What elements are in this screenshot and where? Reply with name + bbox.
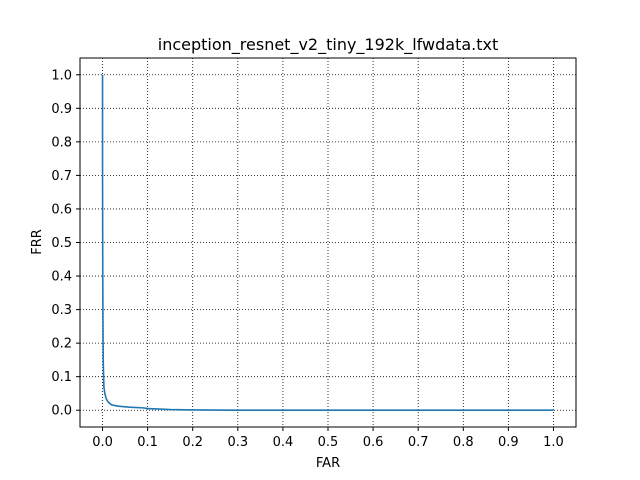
y-axis: 0.0 0.1 0.2 0.3 0.4 0.5 0.6 0.7 0.8 0.9 1.0 — [51, 68, 80, 419]
x-axis: 0.0 0.1 0.2 0.3 0.4 0.5 0.6 0.7 0.8 0.9 1.0 — [92, 427, 564, 450]
y-axis-label: FRR — [30, 229, 45, 255]
x-tick-label: 0.2 — [182, 435, 203, 450]
series-line — [101, 74, 554, 412]
x-tick-label: 0.1 — [137, 435, 158, 450]
plot-area — [101, 74, 554, 412]
y-tick-label: 0.5 — [51, 236, 72, 251]
x-tick-label: 0.8 — [453, 435, 474, 450]
x-tick-label: 0.3 — [227, 435, 248, 450]
grid-lines — [80, 58, 576, 427]
y-tick-label: 0.9 — [51, 102, 72, 117]
y-tick-label: 0.7 — [51, 169, 72, 184]
x-tick-label: 0.4 — [273, 435, 294, 450]
x-tick-label: 0.5 — [318, 435, 339, 450]
axes-frame — [79, 57, 577, 428]
x-axis-label: FAR — [316, 456, 340, 471]
x-tick-label: 0.7 — [408, 435, 429, 450]
y-tick-label: 0.6 — [51, 202, 72, 217]
y-tick-label: 0.4 — [51, 270, 72, 285]
y-tick-label: 0.1 — [51, 370, 72, 385]
y-tick-label: 0.2 — [51, 337, 72, 352]
x-tick-label: 0.6 — [363, 435, 384, 450]
y-tick-label: 0.3 — [51, 303, 72, 318]
y-tick-label: 1.0 — [51, 68, 72, 83]
x-tick-label: 0.9 — [498, 435, 519, 450]
x-tick-label: 1.0 — [543, 435, 564, 450]
chart-title: inception_resnet_v2_tiny_192k_lfwdata.tx… — [158, 35, 499, 55]
x-tick-label: 0.0 — [92, 435, 113, 450]
y-tick-label: 0.0 — [51, 404, 72, 419]
y-tick-label: 0.8 — [51, 135, 72, 150]
